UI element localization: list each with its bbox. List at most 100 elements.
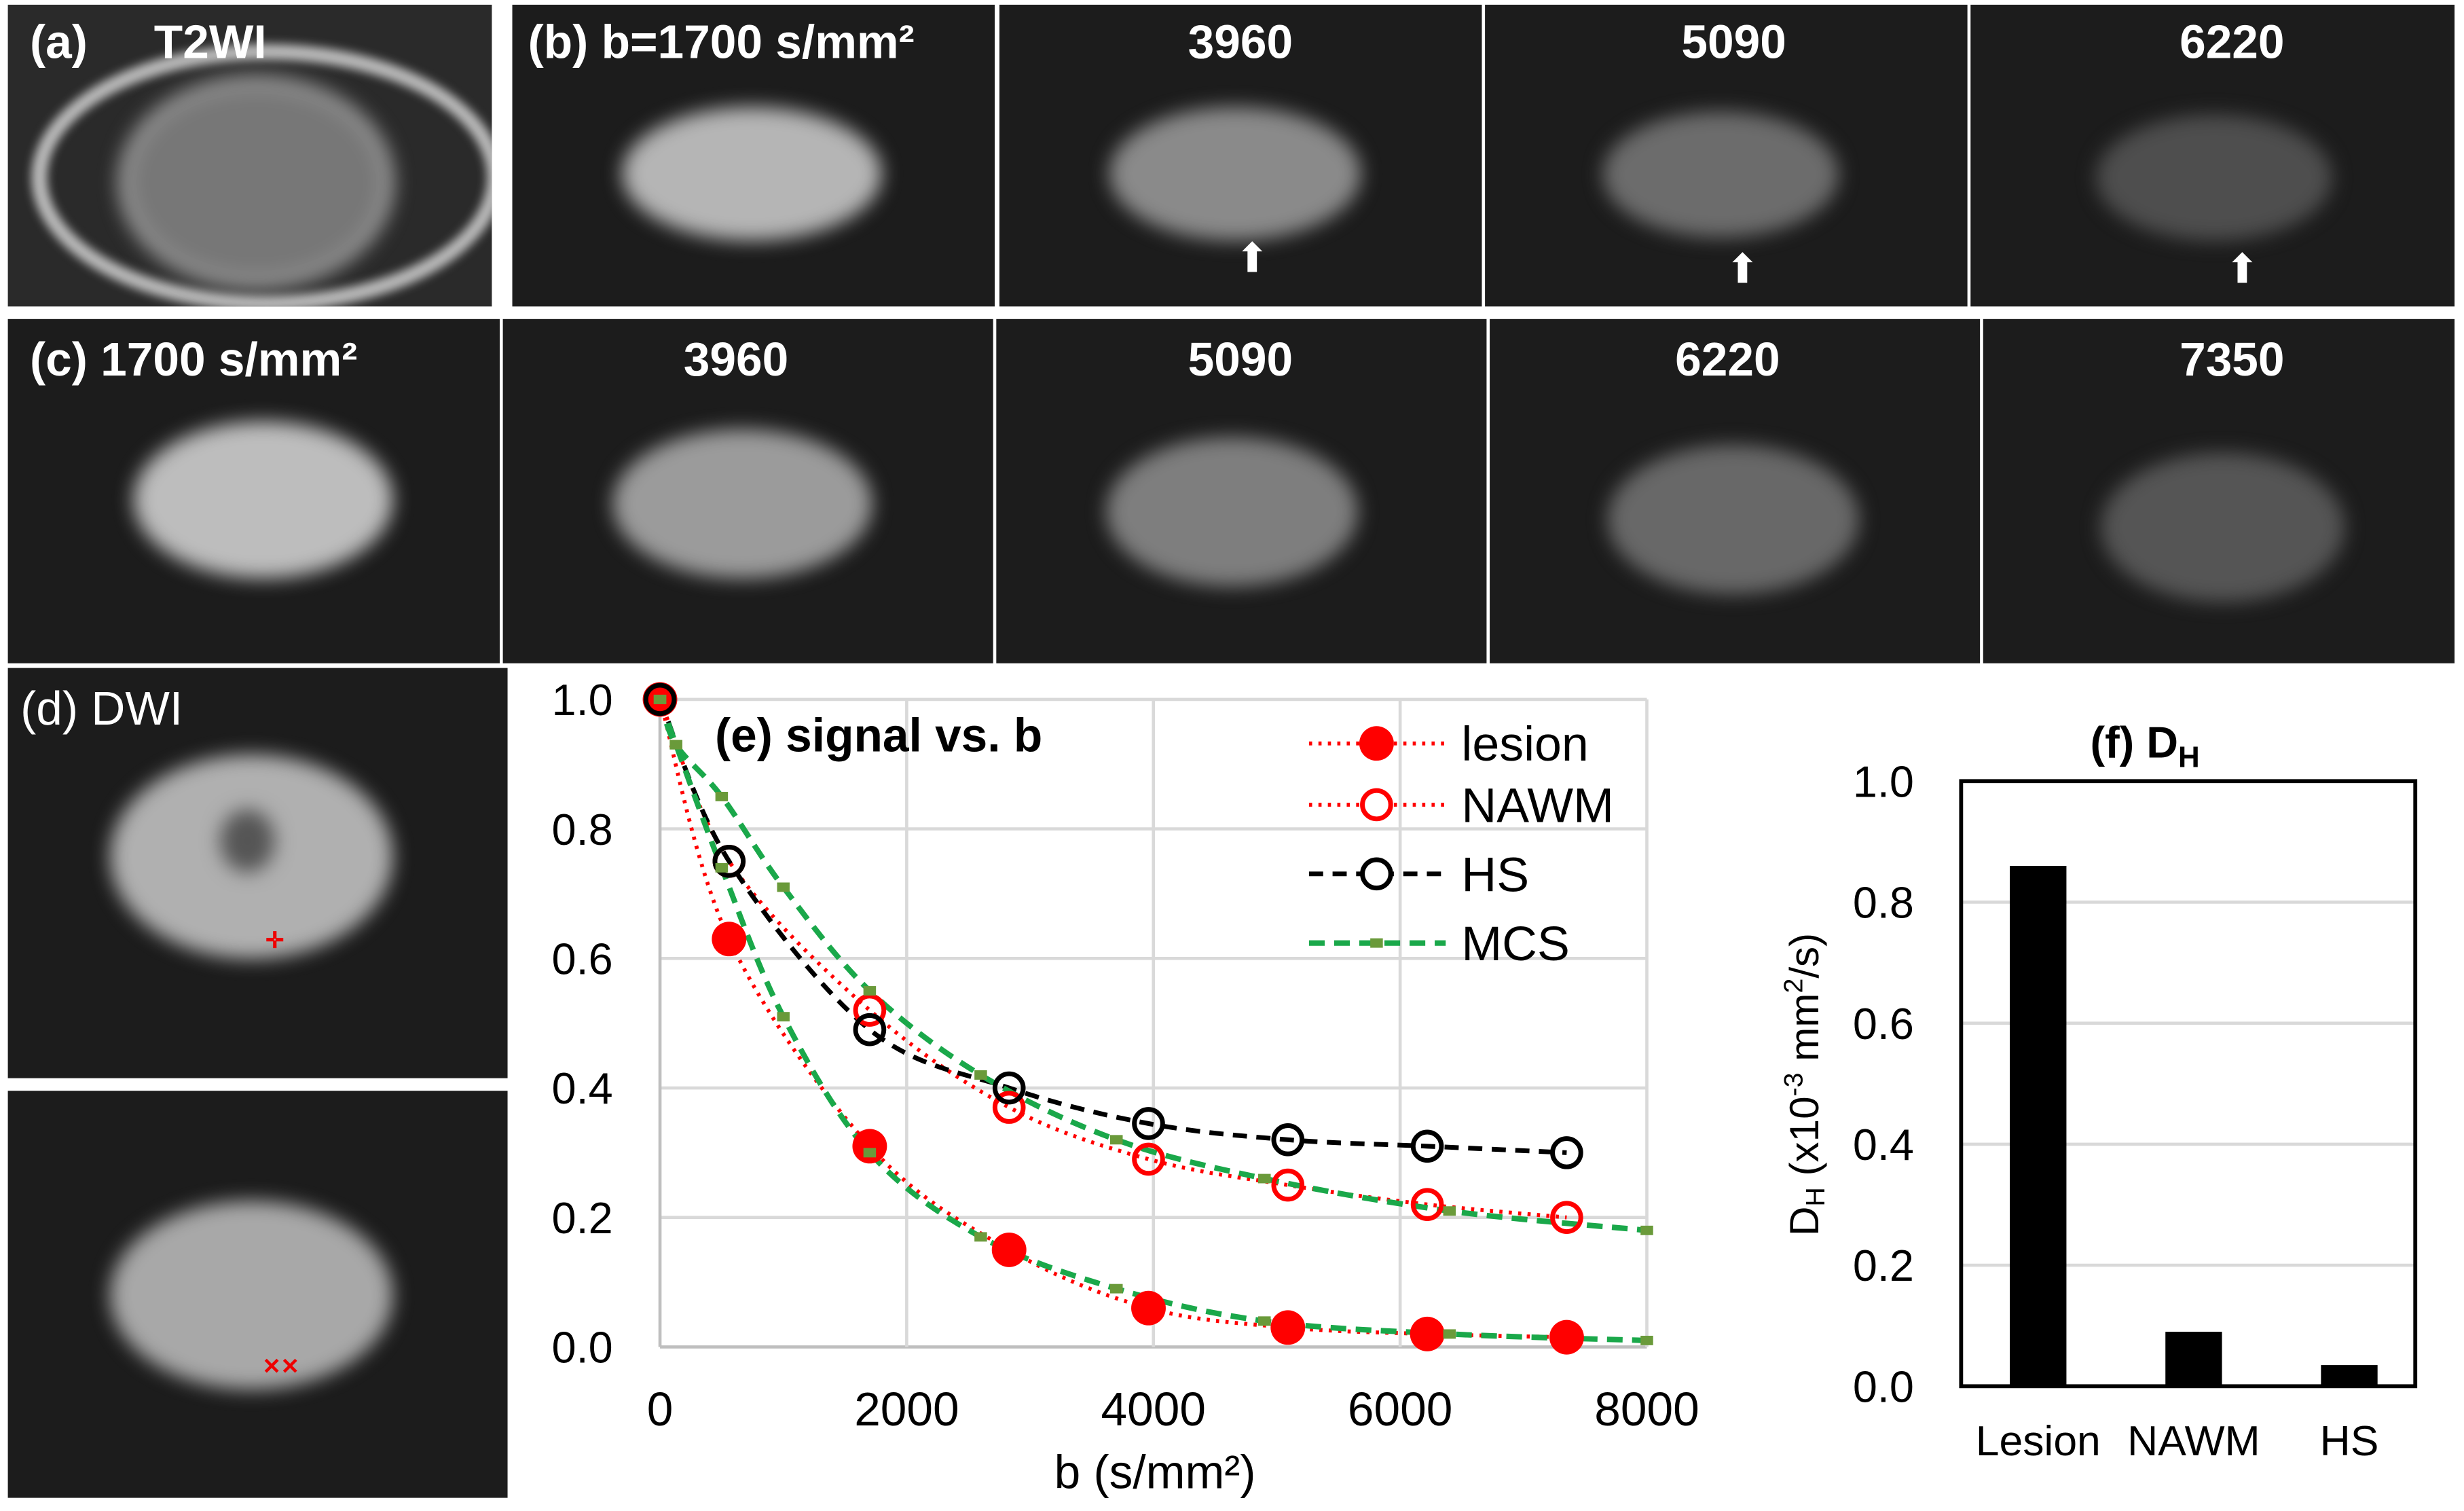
panel-c-label-3: 5090 <box>1188 334 1293 387</box>
data-point-mcs <box>715 791 729 801</box>
data-point-mcs <box>1258 1173 1271 1184</box>
x-tick-label: 6000 <box>1348 1383 1452 1436</box>
data-point-nawm <box>992 1091 1026 1124</box>
panel-b-label-3: 5090 <box>1681 17 1786 69</box>
panel-d-label: (d) DWI <box>20 683 183 736</box>
dh-bar-chart: 0.0 0.2 0.4 0.6 0.8 1.0 Lesion NAWM HS (f) DH D… <box>1779 718 2418 1465</box>
y-tick-label: 0.8 <box>1853 878 1914 928</box>
panel-a-title: T2WI <box>153 17 267 69</box>
panel-c-label-4: 6220 <box>1675 334 1780 387</box>
bar-nawm <box>2165 1332 2222 1387</box>
y-tick-label: 0.4 <box>552 1063 613 1113</box>
y-tick-label: 0.6 <box>552 934 613 983</box>
data-point-lesion <box>1131 1290 1166 1326</box>
data-point-nawm <box>1410 1188 1444 1221</box>
data-point-hs <box>1410 1129 1444 1163</box>
legend-label: lesion <box>1461 717 1588 771</box>
x-tick-label: NAWM <box>2127 1417 2260 1465</box>
t2wi-image: (a) T2WI <box>7 4 492 307</box>
panel-c-label-5: 7350 <box>2180 334 2285 387</box>
data-point-mcs <box>777 1012 790 1022</box>
data-point-mcs <box>863 986 877 996</box>
data-point-mcs <box>1443 1329 1456 1339</box>
roi-marker-icon: ✛ <box>265 927 284 953</box>
data-point-mcs <box>1110 1284 1123 1294</box>
data-point-hs <box>712 844 746 878</box>
arrow-up-icon: ⬆ <box>1235 234 1270 282</box>
data-point-mcs <box>1443 1206 1456 1216</box>
data-point-mcs <box>1640 1225 1653 1235</box>
chart-e-title: (e) signal vs. b <box>715 708 1042 761</box>
series-line-mcs-lesion-fit- <box>657 698 1647 1343</box>
data-point-mcs <box>974 1070 987 1080</box>
panel-c-label-2: 3960 <box>683 334 789 387</box>
dwi-c-image-1: (c) 1700 s/mm² <box>7 318 500 663</box>
legend-label: NAWM <box>1461 778 1613 833</box>
dwi-b-image-4: 6220 ⬆ <box>1970 4 2455 307</box>
data-point-lesion <box>1410 1316 1445 1351</box>
bar-lesion <box>2010 866 2067 1387</box>
data-point-hs <box>1271 1123 1305 1157</box>
data-point-hs <box>992 1071 1026 1105</box>
y-tick-label: 0.2 <box>1853 1241 1914 1290</box>
data-point-mcs <box>715 862 729 873</box>
data-point-mcs <box>1258 1316 1271 1326</box>
roi-marker-icon: ✕✕ <box>262 1353 299 1379</box>
data-point-hs <box>1132 1107 1165 1140</box>
x-tick-label: 2000 <box>854 1383 959 1436</box>
y-tick-label: 0.4 <box>1853 1120 1914 1169</box>
x-tick-label: Lesion <box>1976 1417 2101 1465</box>
legend-label: MCS <box>1461 917 1569 971</box>
y-tick-label: 1.0 <box>1853 757 1914 806</box>
legend-marker <box>1360 788 1393 822</box>
panel-b-label-1: (b) b=1700 s/mm² <box>528 17 915 69</box>
x-tick-label: 0 <box>647 1383 674 1436</box>
x-tick-label: 8000 <box>1594 1383 1699 1436</box>
legend-marker <box>1359 726 1394 761</box>
data-point-hs <box>853 1013 887 1046</box>
data-point-hs <box>643 682 677 716</box>
y-tick-label: 0.0 <box>1853 1362 1914 1411</box>
dwi-b-image-3: 5090 ⬆ <box>1485 4 1968 307</box>
data-point-lesion <box>852 1129 887 1164</box>
dwi-b-image-2: 3960 ⬆ <box>999 4 1482 307</box>
arrow-up-icon: ⬆ <box>2225 245 2260 293</box>
chart-e-xlabel: b (s/mm²) <box>1054 1446 1256 1499</box>
y-tick-label: 0.6 <box>1853 999 1914 1049</box>
data-point-lesion <box>712 922 747 957</box>
y-tick-label: 0.8 <box>552 805 613 854</box>
dwi-c-image-2: 3960 <box>502 318 993 663</box>
series-line-hs <box>657 698 1567 1155</box>
y-tick-label: 0.0 <box>552 1323 613 1372</box>
arrow-up-icon: ⬆ <box>1725 245 1760 293</box>
panel-c-label-1: (c) 1700 s/mm² <box>29 334 358 387</box>
x-tick-label: 4000 <box>1101 1383 1206 1436</box>
chart-f-ylabel: DH (x10-3 mm2/s) <box>1779 933 1831 1236</box>
data-point-mcs <box>1110 1135 1123 1145</box>
panel-b-label-4: 6220 <box>2180 17 2285 69</box>
x-tick-label: HS <box>2320 1417 2379 1465</box>
dwi-c-image-3: 5090 <box>996 318 1487 663</box>
data-point-nawm <box>853 994 887 1027</box>
y-tick-label: 1.0 <box>552 675 613 725</box>
data-point-mcs <box>777 882 790 892</box>
data-point-mcs <box>863 1148 877 1158</box>
legend-marker <box>1370 938 1383 948</box>
data-point-mcs <box>653 694 667 704</box>
chart-f-title: (f) DH <box>2091 718 2200 774</box>
data-point-lesion <box>991 1232 1027 1267</box>
dwi-d-image-bottom: ✕✕ <box>7 1091 508 1498</box>
dwi-d-image-top: (d) DWI ✛ <box>7 668 508 1078</box>
dwi-c-image-4: 6220 <box>1490 318 1981 663</box>
data-point-hs <box>1550 1136 1583 1169</box>
data-point-lesion <box>1270 1310 1306 1345</box>
series-line-lesion <box>658 699 1567 1340</box>
data-point-mcs <box>669 740 682 750</box>
panel-b-label-2: 3960 <box>1188 17 1293 69</box>
dwi-c-image-5: 7350 <box>1983 318 2455 663</box>
data-point-mcs <box>1640 1335 1653 1345</box>
bar-hs <box>2321 1365 2378 1387</box>
data-point-nawm <box>1132 1142 1165 1176</box>
data-point-nawm <box>1271 1168 1305 1202</box>
